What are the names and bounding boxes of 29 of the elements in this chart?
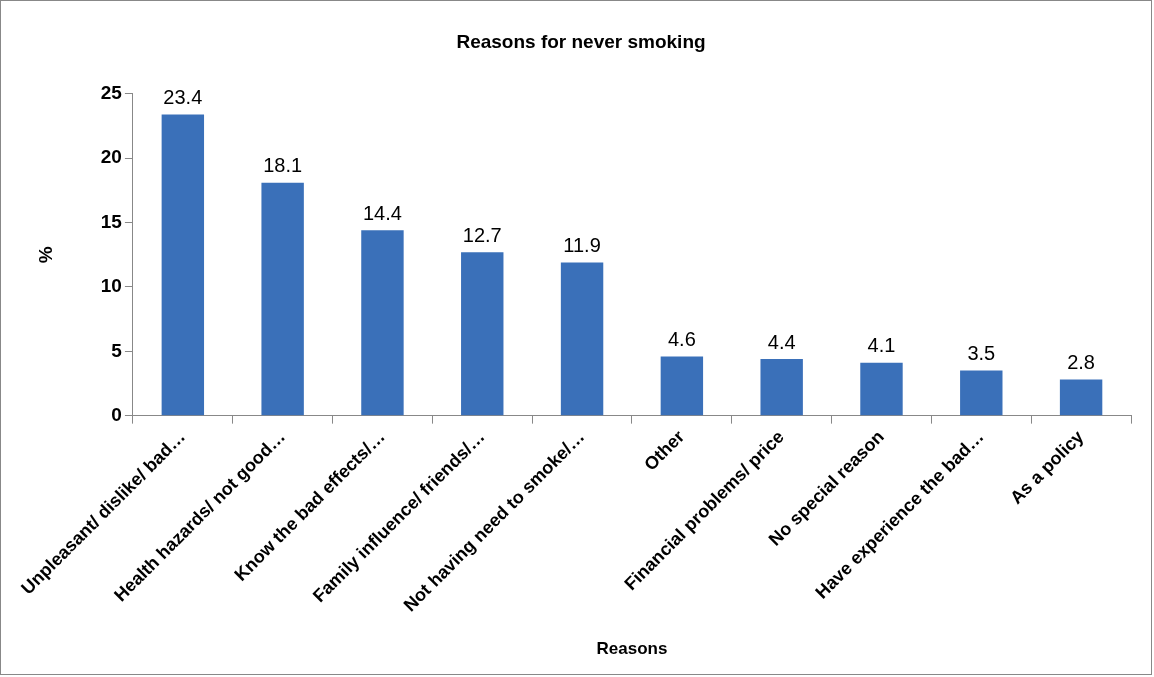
data-label: 4.1: [867, 334, 896, 357]
data-label: 18.1: [263, 154, 303, 177]
chart-title: Reasons for never smoking: [456, 30, 706, 52]
bar: [560, 262, 604, 416]
data-label: 2.8: [1067, 351, 1095, 374]
x-axis-title: Reasons: [596, 639, 668, 659]
bar: [660, 356, 704, 416]
y-tick-label: 5: [111, 339, 123, 361]
data-label: 11.9: [563, 233, 601, 256]
y-tick-label: 20: [100, 146, 122, 168]
bar: [960, 370, 1003, 416]
data-label: 14.4: [362, 201, 402, 224]
y-tick-label: 15: [100, 210, 123, 232]
data-label: 4.6: [667, 327, 696, 350]
bar: [461, 252, 504, 416]
data-label: 3.5: [967, 342, 996, 365]
bar: [760, 359, 803, 416]
y-tick-label: 10: [100, 275, 122, 297]
bar: [261, 182, 304, 416]
bar: [860, 362, 903, 416]
data-label: 12.7: [462, 223, 502, 246]
data-label: 4.4: [767, 330, 796, 353]
bar: [1059, 379, 1103, 416]
y-axis-title: %: [34, 246, 56, 264]
bar: [161, 114, 205, 416]
bar: [361, 230, 404, 416]
y-tick-label: 25: [100, 82, 123, 104]
y-tick-label: 0: [111, 403, 122, 425]
data-label: 23.4: [163, 85, 203, 108]
